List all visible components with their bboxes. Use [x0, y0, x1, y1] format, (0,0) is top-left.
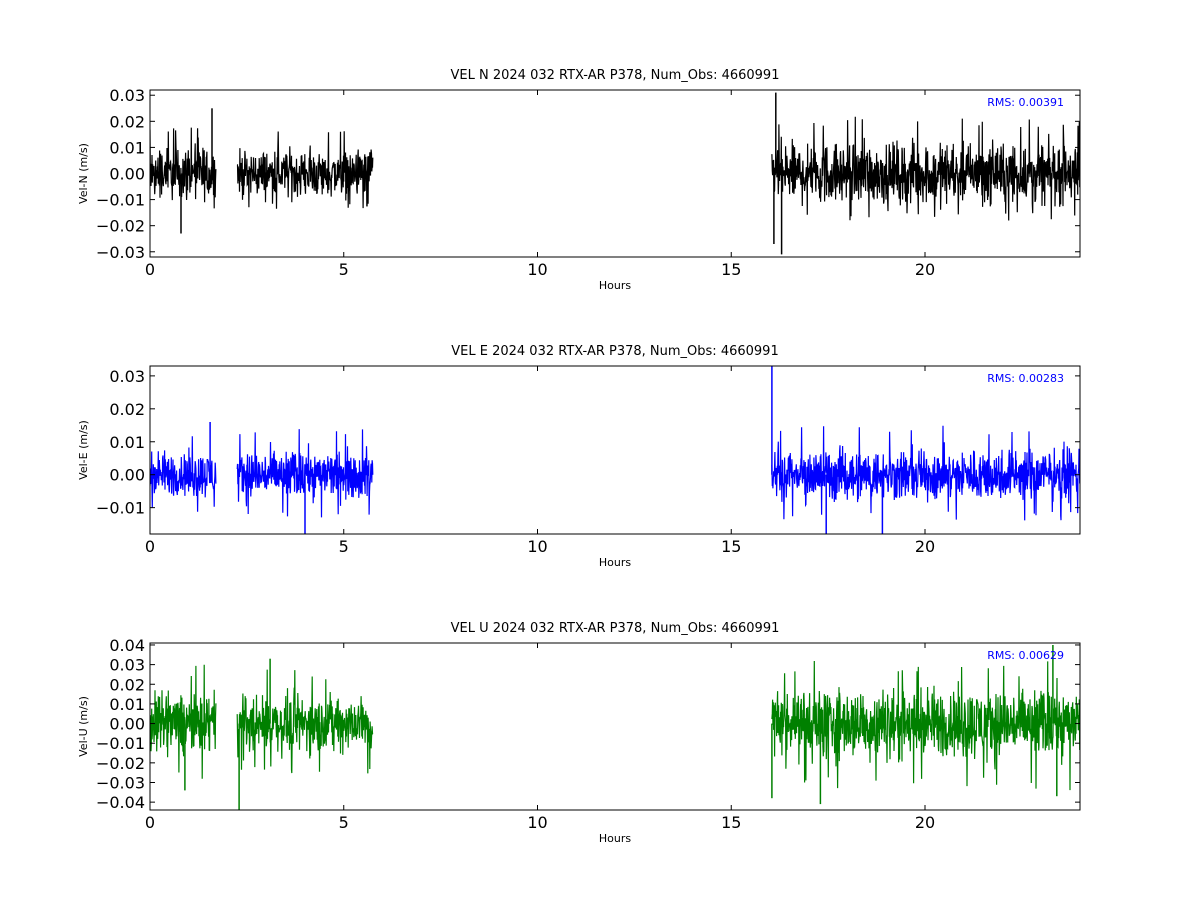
y-tick-label-up-8: −0.04: [96, 793, 145, 812]
x-tick-label-up-5: 5: [339, 813, 349, 832]
y-axis-label-north: Vel-N (m/s): [77, 143, 90, 204]
x-tick-label-north-5: 5: [339, 260, 349, 279]
rms-annotation-north: RMS: 0.00391: [987, 96, 1064, 109]
y-tick-label-east-4: −0.01: [96, 499, 145, 518]
trace-segment-up-3: [771, 660, 1080, 791]
x-tick-label-east-10: 10: [527, 537, 547, 556]
x-tick-label-up-10: 10: [527, 813, 547, 832]
y-tick-label-north-3: 0.00: [109, 165, 145, 184]
chart-title-east: VEL E 2024 032 RTX-AR P378, Num_Obs: 466…: [451, 344, 778, 359]
y-tick-label-north-6: −0.03: [96, 243, 145, 262]
trace-segment-east-1: [150, 436, 217, 512]
trace-segment-north-3: [771, 116, 1080, 221]
panel-north: VEL N 2024 032 RTX-AR P378, Num_Obs: 466…: [77, 68, 1081, 292]
trace-segment-north-2: [236, 131, 374, 209]
y-tick-label-up-7: −0.03: [96, 773, 145, 792]
x-tick-label-east-0: 0: [145, 537, 155, 556]
y-tick-label-north-2: 0.01: [109, 138, 145, 157]
y-tick-label-up-6: −0.02: [96, 754, 145, 773]
y-tick-label-up-1: 0.03: [109, 656, 145, 675]
trace-up: [150, 645, 1080, 810]
y-tick-label-north-5: −0.02: [96, 217, 145, 236]
y-axis-label-east: Vel-E (m/s): [77, 420, 90, 480]
y-tick-label-up-2: 0.02: [109, 675, 145, 694]
rms-annotation-east: RMS: 0.00283: [987, 372, 1064, 385]
x-tick-label-east-5: 5: [339, 537, 349, 556]
y-tick-label-north-1: 0.02: [109, 112, 145, 131]
y-tick-label-north-4: −0.01: [96, 191, 145, 210]
panel-up: VEL U 2024 032 RTX-AR P378, Num_Obs: 466…: [77, 621, 1081, 845]
y-tick-label-east-2: 0.01: [109, 433, 145, 452]
x-tick-label-east-20: 20: [915, 537, 935, 556]
x-tick-label-north-10: 10: [527, 260, 547, 279]
x-tick-label-north-20: 20: [915, 260, 935, 279]
trace-segment-up-1: [150, 664, 217, 779]
y-tick-label-north-0: 0.03: [109, 86, 145, 105]
trace-segment-north-1: [150, 127, 217, 209]
trace-north: [150, 92, 1080, 255]
trace-segment-east-2: [236, 429, 374, 518]
x-tick-label-north-15: 15: [721, 260, 741, 279]
y-tick-label-up-0: 0.04: [109, 636, 145, 655]
rms-annotation-up: RMS: 0.00629: [987, 649, 1064, 662]
axes-frame-up: [149, 642, 1081, 811]
y-tick-label-up-4: 0.00: [109, 715, 145, 734]
x-axis-label-up: Hours: [599, 832, 631, 845]
y-tick-label-up-5: −0.01: [96, 734, 145, 753]
panel-east: VEL E 2024 032 RTX-AR P378, Num_Obs: 466…: [77, 344, 1081, 569]
x-axis-label-north: Hours: [599, 279, 631, 292]
x-tick-label-up-0: 0: [145, 813, 155, 832]
y-tick-label-east-3: 0.00: [109, 466, 145, 485]
trace-east: [150, 366, 1080, 534]
trace-segment-up-2: [236, 669, 374, 774]
y-tick-label-up-3: 0.01: [109, 695, 145, 714]
y-tick-label-east-1: 0.02: [109, 400, 145, 419]
x-tick-label-east-15: 15: [721, 537, 741, 556]
chart-title-up: VEL U 2024 032 RTX-AR P378, Num_Obs: 466…: [451, 621, 780, 636]
axes-frame-east: [149, 365, 1081, 535]
y-tick-label-east-0: 0.03: [109, 367, 145, 386]
x-tick-label-north-0: 0: [145, 260, 155, 279]
trace-segment-east-3: [771, 425, 1080, 521]
y-axis-label-up: Vel-U (m/s): [77, 696, 90, 757]
x-tick-label-up-15: 15: [721, 813, 741, 832]
x-axis-label-east: Hours: [599, 556, 631, 569]
chart-title-north: VEL N 2024 032 RTX-AR P378, Num_Obs: 466…: [451, 68, 780, 83]
x-tick-label-up-20: 20: [915, 813, 935, 832]
